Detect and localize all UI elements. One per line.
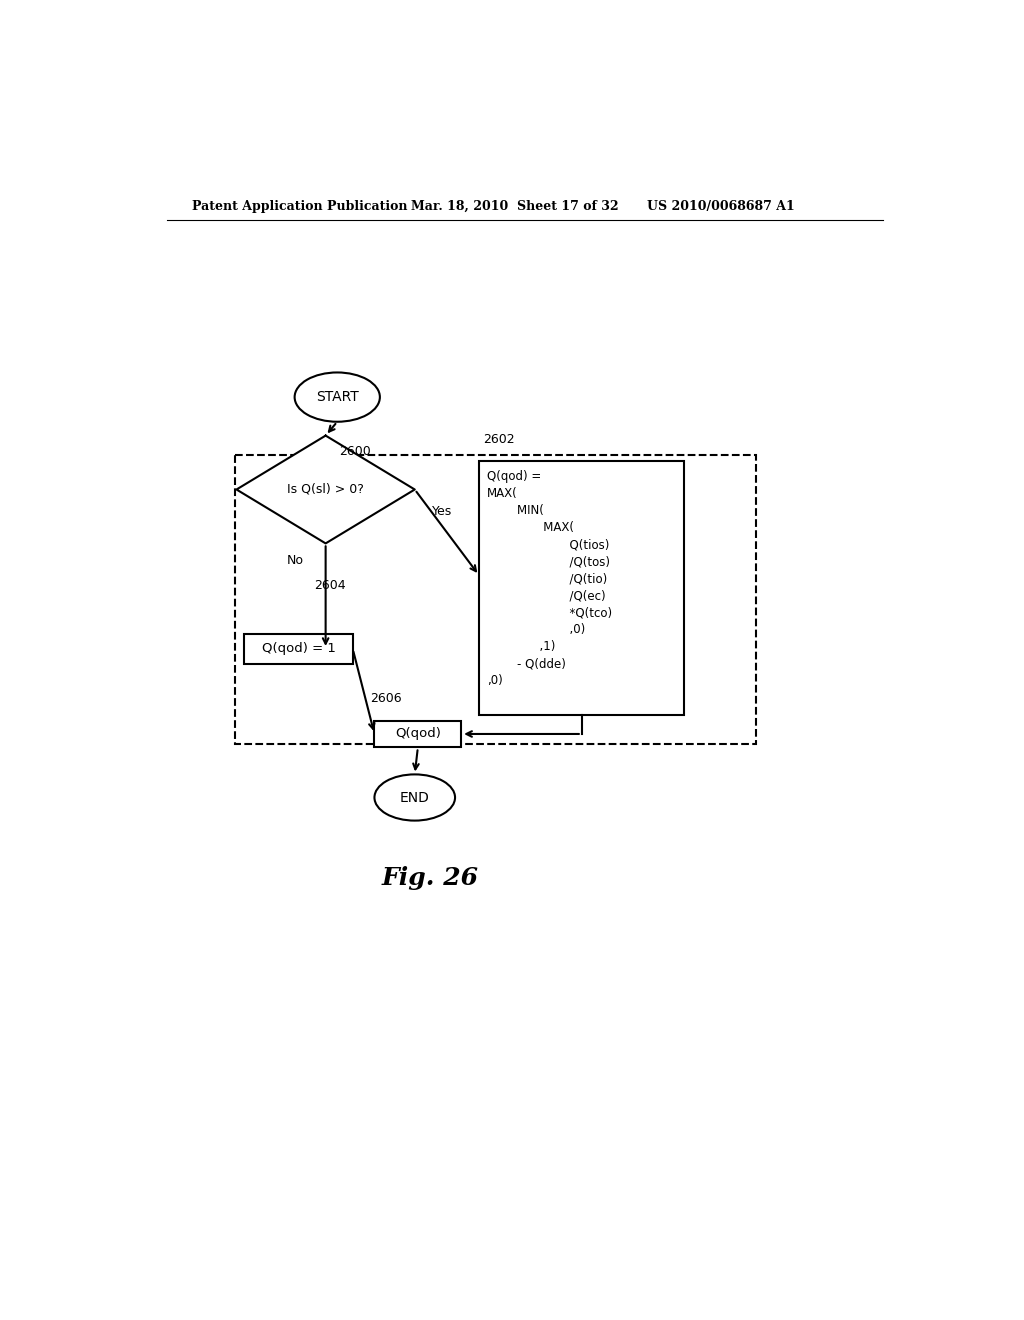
Text: 2606: 2606 — [371, 693, 402, 705]
Text: START: START — [315, 391, 358, 404]
Bar — [375, 721, 461, 747]
Text: 2602: 2602 — [483, 433, 515, 446]
Text: US 2010/0068687 A1: US 2010/0068687 A1 — [647, 199, 795, 213]
Ellipse shape — [375, 775, 455, 821]
Text: Q(qod) = 1: Q(qod) = 1 — [261, 643, 336, 656]
Polygon shape — [237, 436, 415, 544]
Text: Q(qod) =
MAX(
        MIN(
               MAX(
                      Q(tios)
   : Q(qod) = MAX( MIN( MAX( Q(tios) — [486, 470, 612, 688]
Text: 2604: 2604 — [314, 579, 346, 593]
Text: Q(qod): Q(qod) — [395, 727, 440, 741]
Bar — [234, 455, 756, 743]
Text: Fig. 26: Fig. 26 — [382, 866, 479, 891]
Text: Is Q(sl) > 0?: Is Q(sl) > 0? — [287, 483, 365, 496]
Bar — [479, 461, 684, 715]
Text: Mar. 18, 2010  Sheet 17 of 32: Mar. 18, 2010 Sheet 17 of 32 — [411, 199, 618, 213]
Text: No: No — [287, 554, 304, 566]
Text: END: END — [399, 791, 430, 804]
Ellipse shape — [295, 372, 380, 422]
Text: 2600: 2600 — [340, 445, 372, 458]
Text: Patent Application Publication: Patent Application Publication — [191, 199, 408, 213]
Bar — [245, 635, 352, 664]
Text: Yes: Yes — [432, 504, 452, 517]
